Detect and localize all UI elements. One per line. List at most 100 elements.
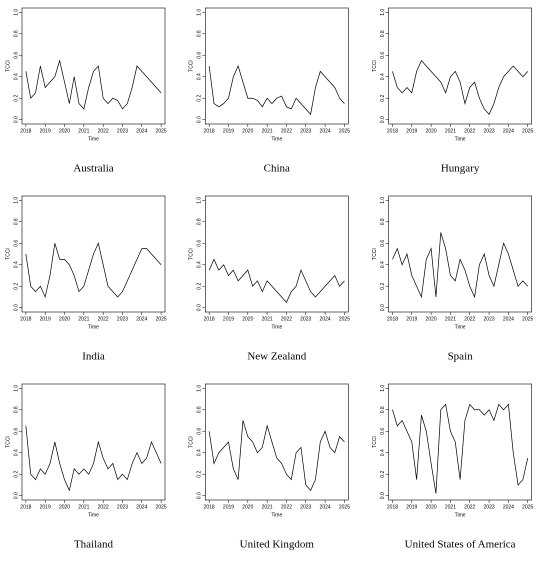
- y-tick-label: 0.4: [380, 261, 386, 268]
- x-tick-label: 2021: [445, 316, 456, 322]
- y-tick-label: 0.6: [380, 428, 386, 435]
- y-tick-label: 0.0: [380, 116, 386, 123]
- plot-frame: [205, 7, 349, 125]
- y-tick-label: 1.0: [13, 197, 19, 204]
- x-tick-label: 2021: [78, 128, 89, 134]
- series-line: [392, 232, 528, 299]
- y-tick-label: 1.0: [380, 385, 386, 392]
- y-axis-label: TCCI: [189, 248, 195, 260]
- x-tick-label: 2025: [522, 316, 533, 322]
- x-axis-label: Time: [88, 324, 99, 330]
- plot-frame: [388, 7, 532, 125]
- y-tick-label: 0.6: [380, 240, 386, 247]
- x-tick-label: 2023: [300, 128, 311, 134]
- x-axis-label: Time: [88, 512, 99, 518]
- y-tick-label: 0.8: [380, 30, 386, 37]
- x-tick-label: 2023: [117, 504, 128, 510]
- y-tick-label: 0.0: [380, 492, 386, 499]
- y-tick-label: 0.2: [197, 471, 203, 478]
- y-tick-label: 0.2: [197, 283, 203, 290]
- chart-caption: Hungary: [441, 163, 480, 175]
- y-tick-label: 0.8: [197, 406, 203, 413]
- x-tick-label: 2019: [40, 504, 51, 510]
- x-tick-label: 2022: [464, 128, 475, 134]
- y-axis-label: TCCI: [5, 436, 11, 448]
- plot-frame: [205, 195, 349, 313]
- y-tick-label: 0.0: [197, 116, 203, 123]
- x-tick-label: 2022: [98, 128, 109, 134]
- y-tick-label: 0.8: [197, 218, 203, 225]
- x-tick-label: 2018: [204, 504, 215, 510]
- x-tick-label: 2019: [223, 316, 234, 322]
- y-tick-label: 0.2: [380, 283, 386, 290]
- chart-caption: China: [264, 163, 290, 175]
- y-tick-label: 0.2: [380, 95, 386, 102]
- y-tick-label: 0.8: [13, 218, 19, 225]
- x-tick-label: 2025: [156, 316, 167, 322]
- y-tick-label: 0.4: [380, 449, 386, 456]
- series-line: [392, 59, 528, 115]
- y-tick-label: 0.0: [13, 304, 19, 311]
- plot-frame: [21, 195, 166, 313]
- y-tick-label: 0.6: [380, 52, 386, 59]
- y-tick-label: 0.6: [197, 240, 203, 247]
- x-tick-label: 2024: [320, 504, 331, 510]
- x-tick-label: 2025: [522, 128, 533, 134]
- x-tick-label: 2019: [40, 316, 51, 322]
- y-tick-label: 1.0: [197, 197, 203, 204]
- x-tick-label: 2022: [281, 128, 292, 134]
- y-tick-label: 0.0: [197, 304, 203, 311]
- x-tick-label: 2020: [59, 316, 70, 322]
- y-axis-label: TCCI: [372, 436, 378, 448]
- y-tick-label: 1.0: [197, 385, 203, 392]
- x-tick-label: 2021: [262, 504, 273, 510]
- x-tick-label: 2022: [464, 504, 475, 510]
- y-tick-label: 0.2: [380, 471, 386, 478]
- chart-caption: United States of America: [405, 539, 516, 551]
- series-line: [392, 403, 529, 494]
- y-tick-label: 1.0: [380, 9, 386, 16]
- x-tick-label: 2020: [242, 504, 253, 510]
- y-axis-label: TCCI: [5, 60, 11, 72]
- chart-caption: Thailand: [74, 539, 114, 551]
- x-tick-label: 2018: [20, 128, 31, 134]
- x-tick-label: 2024: [503, 128, 514, 134]
- chart-caption: New Zealand: [247, 351, 306, 363]
- x-tick-label: 2024: [136, 504, 147, 510]
- x-tick-label: 2025: [339, 128, 350, 134]
- x-tick-label: 2025: [522, 504, 533, 510]
- y-axis-label: TCCI: [372, 60, 378, 72]
- x-tick-label: 2019: [406, 128, 417, 134]
- plot-frame: [205, 383, 349, 501]
- x-tick-label: 2020: [59, 504, 70, 510]
- y-tick-label: 0.4: [197, 449, 203, 456]
- x-tick-label: 2018: [20, 504, 31, 510]
- x-axis-label: Time: [271, 512, 282, 518]
- plot-frame: [388, 383, 532, 501]
- y-axis-label: TCCI: [189, 436, 195, 448]
- y-tick-label: 0.6: [197, 52, 203, 59]
- x-axis-label: Time: [88, 136, 99, 142]
- x-tick-label: 2021: [262, 316, 273, 322]
- y-tick-label: 1.0: [380, 197, 386, 204]
- series-line: [25, 59, 162, 110]
- y-tick-label: 0.2: [13, 471, 19, 478]
- x-axis-label: Time: [271, 324, 282, 330]
- x-tick-label: 2020: [426, 316, 437, 322]
- y-tick-label: 0.2: [197, 95, 203, 102]
- x-tick-label: 2018: [387, 504, 398, 510]
- y-tick-label: 1.0: [13, 385, 19, 392]
- y-tick-label: 0.8: [13, 406, 19, 413]
- x-tick-label: 2019: [223, 504, 234, 510]
- x-tick-label: 2021: [445, 504, 456, 510]
- x-tick-label: 2022: [98, 316, 109, 322]
- x-tick-label: 2018: [20, 316, 31, 322]
- x-tick-label: 2024: [503, 504, 514, 510]
- x-tick-label: 2025: [339, 504, 350, 510]
- series-line: [208, 65, 345, 116]
- chart-caption: United Kingdom: [240, 539, 315, 551]
- x-tick-label: 2023: [300, 316, 311, 322]
- series-line: [25, 242, 162, 299]
- x-tick-label: 2022: [98, 504, 109, 510]
- x-tick-label: 2019: [406, 316, 417, 322]
